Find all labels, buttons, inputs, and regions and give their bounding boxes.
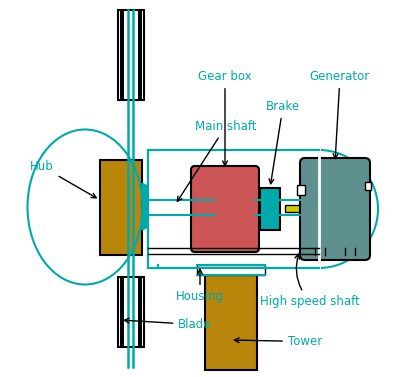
Text: High speed shaft: High speed shaft (260, 254, 360, 308)
Bar (120, 277, 124, 347)
Text: Tower: Tower (234, 335, 322, 348)
Bar (138, 10, 142, 100)
Bar (118, 10, 144, 100)
Text: Blade: Blade (124, 318, 212, 331)
Bar (100, 160, 142, 255)
FancyBboxPatch shape (191, 166, 259, 252)
Text: Main shaft: Main shaft (178, 120, 256, 201)
Text: Housing: Housing (176, 269, 224, 303)
FancyBboxPatch shape (300, 158, 370, 260)
Text: Hub: Hub (30, 160, 96, 198)
Bar (260, 188, 280, 230)
Bar (192, 195, 208, 205)
Bar (297, 185, 305, 195)
Bar (120, 10, 124, 100)
Bar (285, 205, 303, 212)
Text: Brake: Brake (266, 100, 300, 184)
Text: Generator: Generator (310, 70, 370, 159)
Bar (118, 277, 144, 347)
Bar (172, 195, 188, 205)
Polygon shape (142, 183, 172, 230)
Bar (148, 150, 319, 268)
Bar (138, 277, 142, 347)
Bar (197, 265, 265, 275)
Bar (365, 182, 371, 190)
Text: Gear box: Gear box (198, 70, 252, 166)
Bar (205, 265, 257, 370)
